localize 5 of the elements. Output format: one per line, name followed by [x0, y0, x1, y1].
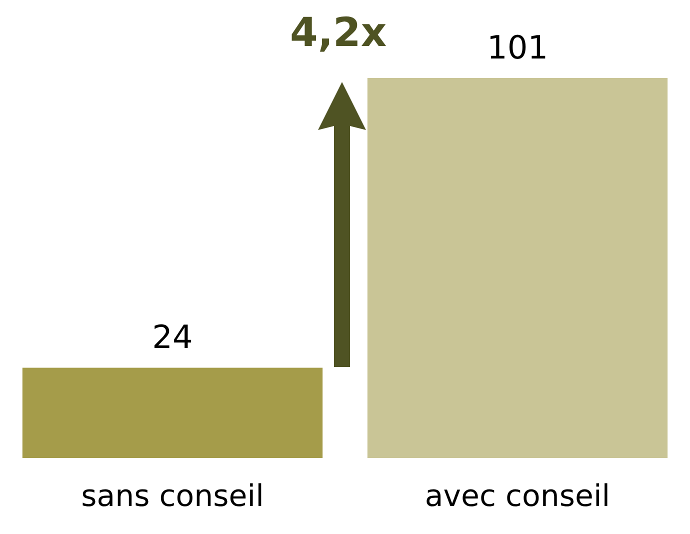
data-label: 101 — [486, 28, 548, 66]
x-tick-label: sans conseil — [81, 478, 264, 514]
data-label: 24 — [152, 318, 193, 356]
text: 4,2x — [290, 10, 387, 56]
x-tick-label: avec conseil — [424, 478, 610, 514]
